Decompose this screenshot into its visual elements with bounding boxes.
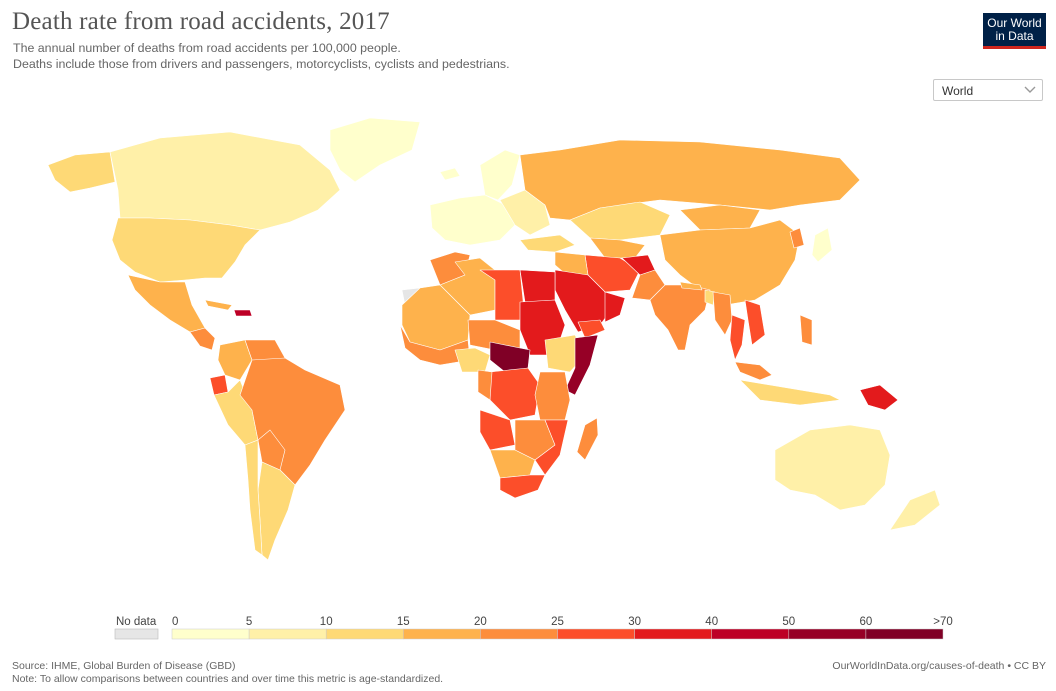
country-alaska [47, 151, 116, 193]
legend-tick-label: 50 [782, 616, 795, 628]
country-cuba [204, 299, 233, 311]
legend-no-data-label: No data [116, 616, 157, 628]
legend-no-data-swatch [114, 628, 159, 640]
country-brazil [239, 357, 346, 486]
country-australia [774, 424, 891, 511]
legend-tick-label: 10 [320, 616, 333, 628]
country-central-african-republic [489, 341, 531, 373]
country-bolivia [257, 429, 286, 471]
legend-tick-label: 5 [246, 616, 252, 628]
country-new-zealand [889, 489, 941, 531]
country-yemen [577, 319, 606, 339]
country-kenya-tanzania [534, 371, 571, 421]
country-usa [111, 217, 261, 283]
legend-swatch[interactable] [711, 628, 790, 640]
country-thailand [729, 314, 746, 361]
legend-tick-label: 15 [397, 616, 410, 628]
legend-tick-label: 40 [705, 616, 718, 628]
region-select[interactable]: World [933, 79, 1043, 101]
country-congo [477, 369, 493, 401]
country-turkey [519, 234, 576, 253]
country-korea [789, 227, 805, 249]
legend-swatch[interactable] [325, 628, 404, 640]
country-egypt [519, 269, 556, 303]
legend-tick-label: >70 [933, 616, 953, 628]
country-mongolia [679, 204, 761, 231]
owid-logo[interactable]: Our World in Data [983, 13, 1046, 49]
source-text: Source: IHME, Global Burden of Disease (… [12, 660, 236, 672]
logo-line2: in Data [995, 29, 1034, 43]
country-malaysia [734, 361, 773, 381]
legend-swatch[interactable] [865, 628, 944, 640]
chart-title: Death rate from road accidents, 2017 [12, 8, 390, 35]
country-ecuador [209, 374, 229, 396]
country-russia [519, 139, 861, 221]
country-papua-new-guinea [859, 384, 899, 411]
legend-tick-label: 0 [172, 616, 178, 628]
region-central-asia [589, 237, 646, 259]
country-philippines [799, 314, 813, 346]
country-vietnam [744, 299, 766, 346]
logo-line1: Our World [987, 16, 1042, 30]
country-namibia-botswana [489, 449, 536, 479]
country-madagascar [576, 417, 599, 461]
country-nepal [679, 281, 703, 291]
country-canada [109, 131, 341, 231]
legend-swatch[interactable] [788, 628, 867, 640]
country-china [659, 219, 801, 306]
country-myanmar [712, 291, 733, 336]
country-drc [489, 367, 541, 421]
country-indonesia [739, 379, 841, 406]
legend-tick-label: 20 [474, 616, 487, 628]
country-hispaniola [233, 309, 253, 317]
legend-tick-label: 25 [551, 616, 564, 628]
country-libya [479, 269, 526, 321]
country-india [649, 284, 711, 351]
chart-subtitle: The annual number of deaths from road ac… [13, 41, 401, 55]
legend-swatch[interactable] [634, 628, 712, 640]
country-nigeria [454, 347, 491, 373]
legend-swatch[interactable] [248, 628, 327, 640]
legend-swatch[interactable] [480, 628, 558, 640]
legend-tick-label: 30 [628, 616, 641, 628]
world-map[interactable] [0, 110, 1056, 610]
region-western-europe [429, 194, 516, 246]
country-chile [244, 439, 263, 556]
country-south-africa [499, 474, 546, 499]
legend-tick-label: 60 [860, 616, 873, 628]
region-scandinavia [479, 149, 521, 201]
country-angola [479, 409, 516, 451]
region-central-america [189, 327, 216, 351]
country-bangladesh [704, 289, 716, 306]
country-iceland [439, 167, 461, 181]
color-legend: No data 0 5 10 15 20 25 30 40 50 60 >70 [114, 616, 953, 640]
country-mexico [127, 274, 206, 333]
chevron-down-icon [1024, 86, 1036, 93]
chart-subtitle-line2: Deaths include those from drivers and pa… [13, 57, 510, 71]
legend-swatch[interactable] [403, 628, 481, 640]
country-japan [811, 227, 833, 263]
legend-swatch[interactable] [557, 628, 635, 640]
credit-link[interactable]: OurWorldInData.org/causes-of-death • CC … [832, 660, 1046, 672]
country-greenland [329, 117, 421, 183]
country-oman [604, 291, 626, 323]
region-select-value: World [942, 84, 974, 98]
country-somalia [564, 334, 599, 396]
note-text: Note: To allow comparisons between count… [12, 673, 444, 685]
legend-swatch[interactable] [171, 628, 250, 640]
